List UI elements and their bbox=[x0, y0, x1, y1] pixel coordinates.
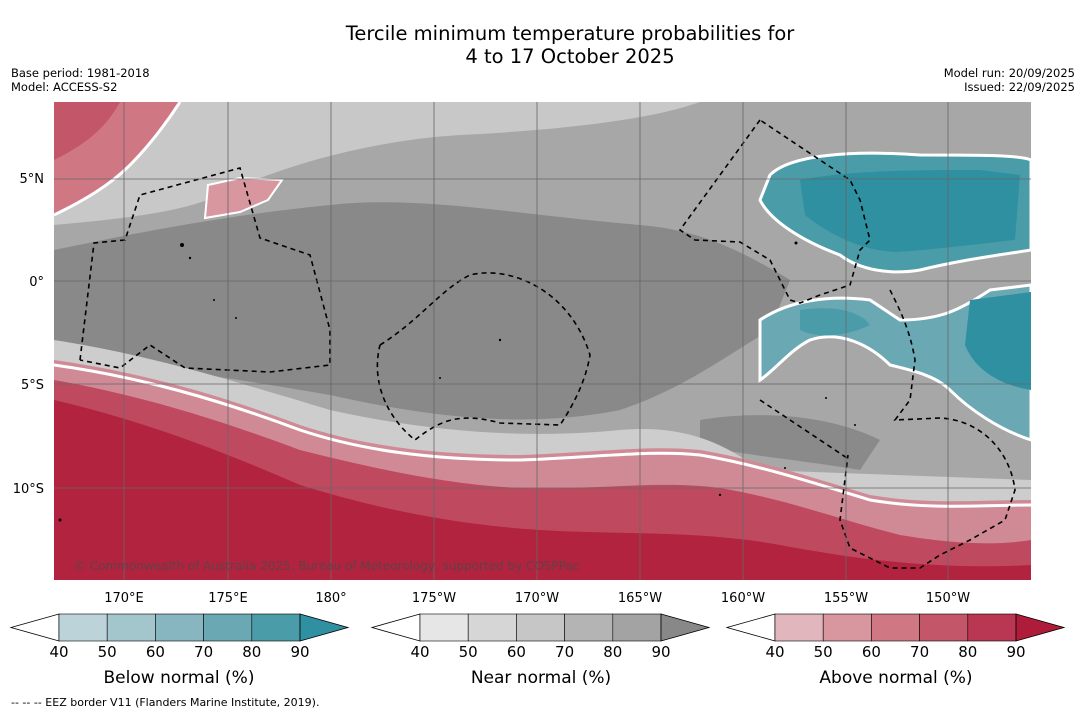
lon-label-165w: 165°W bbox=[618, 591, 662, 606]
near-tick-50: 50 bbox=[459, 643, 478, 661]
lon-label-175e: 175°E bbox=[208, 591, 248, 606]
near-swatch-1 bbox=[467, 613, 517, 642]
lat-labels: 5°N 0° 5°S 10°S bbox=[13, 172, 44, 497]
lat-label-0: 0° bbox=[29, 275, 44, 290]
above-tick-80: 80 bbox=[958, 643, 977, 661]
near-tick-80: 80 bbox=[603, 643, 622, 661]
near-extend-low bbox=[370, 613, 421, 642]
below-swatch-4 bbox=[251, 613, 301, 642]
lon-label-160w: 160°W bbox=[721, 591, 765, 606]
meta-right: Model run: 20/09/2025 Issued: 22/09/2025 bbox=[944, 66, 1075, 94]
above-swatch-2 bbox=[871, 613, 920, 642]
below-swatch-1 bbox=[106, 613, 156, 642]
title-line-2: 4 to 17 October 2025 bbox=[465, 45, 675, 68]
below-tick-40: 40 bbox=[49, 643, 68, 661]
colorbar-above-caption: Above normal (%) bbox=[819, 668, 973, 688]
near-swatch-3 bbox=[564, 613, 614, 642]
model-name: Model: ACCESS-S2 bbox=[11, 80, 118, 94]
colorbar-above-normal: 40 50 60 70 80 90 bbox=[725, 613, 1066, 661]
below-tick-60: 60 bbox=[146, 643, 165, 661]
below-tick-70: 70 bbox=[194, 643, 213, 661]
below-extend-low bbox=[9, 613, 60, 642]
below-tick-90: 90 bbox=[290, 643, 309, 661]
below-swatch-2 bbox=[155, 613, 204, 642]
meta-left: Base period: 1981-2018 Model: ACCESS-S2 bbox=[11, 66, 150, 94]
above-extend-low bbox=[725, 613, 776, 642]
above-tick-90: 90 bbox=[1006, 643, 1025, 661]
copyright-text: © Commonwealth of Australia 2025, Bureau… bbox=[74, 559, 579, 573]
above-tick-40: 40 bbox=[765, 643, 784, 661]
below-swatch-0 bbox=[58, 613, 108, 642]
near-tick-60: 60 bbox=[507, 643, 526, 661]
near-extend-high bbox=[660, 613, 711, 642]
near-tick-70: 70 bbox=[555, 643, 574, 661]
graticule bbox=[54, 102, 1031, 580]
near-swatch-4 bbox=[612, 613, 662, 642]
colorbar-below-caption: Below normal (%) bbox=[103, 668, 255, 688]
base-period: Base period: 1981-2018 bbox=[11, 66, 150, 80]
above-normal-northwest-core bbox=[54, 102, 120, 160]
near-normal-core bbox=[54, 202, 790, 420]
above-normal-south-edge bbox=[54, 363, 1031, 508]
below-extend-high bbox=[299, 613, 350, 642]
lat-label-5n: 5°N bbox=[20, 172, 45, 187]
lat-label-10s: 10°S bbox=[13, 482, 44, 497]
above-normal-patch bbox=[203, 176, 284, 220]
lon-label-170w: 170°W bbox=[515, 591, 559, 606]
above-swatch-4 bbox=[967, 613, 1017, 642]
above-swatch-0 bbox=[774, 613, 824, 642]
lon-label-155w: 155°W bbox=[824, 591, 868, 606]
islands bbox=[58, 241, 856, 522]
above-tick-70: 70 bbox=[910, 643, 929, 661]
below-normal-east-patch bbox=[800, 308, 870, 336]
above-swatch-3 bbox=[919, 613, 969, 642]
above-tick-60: 60 bbox=[862, 643, 881, 661]
near-tick-90: 90 bbox=[651, 643, 670, 661]
lon-labels: 170°E 175°E 180° 175°W 170°W 165°W 160°W… bbox=[104, 591, 970, 606]
above-normal-south-80 bbox=[54, 400, 1031, 580]
lon-label-150w: 150°W bbox=[926, 591, 970, 606]
lon-label-180: 180° bbox=[315, 591, 346, 606]
probability-map: © Commonwealth of Australia 2025, Bureau… bbox=[54, 102, 1031, 580]
above-swatch-1 bbox=[822, 613, 872, 642]
near-swatch-0 bbox=[419, 613, 469, 642]
eez-borders bbox=[79, 119, 1016, 569]
near-swatch-2 bbox=[516, 613, 565, 642]
lon-label-175w: 175°W bbox=[412, 591, 456, 606]
below-normal-east-core bbox=[965, 292, 1031, 390]
lat-label-5s: 5°S bbox=[21, 378, 44, 393]
above-extend-high bbox=[1015, 613, 1066, 642]
map-title: Tercile minimum temperature probabilitie… bbox=[0, 22, 1085, 68]
eez-footnote: -- -- -- EEZ border V11 (Flanders Marine… bbox=[11, 696, 320, 709]
colorbar-near-normal: 40 50 60 70 80 90 bbox=[370, 613, 711, 661]
model-run: Model run: 20/09/2025 bbox=[943, 66, 1075, 80]
near-tick-40: 40 bbox=[410, 643, 429, 661]
above-normal-northwest-edge bbox=[54, 102, 182, 217]
colorbar-below-normal: 40 50 60 70 80 90 bbox=[9, 613, 350, 661]
colorbar-near-caption: Near normal (%) bbox=[470, 668, 612, 688]
above-tick-50: 50 bbox=[814, 643, 833, 661]
lon-label-170e: 170°E bbox=[104, 591, 144, 606]
title-line-1: Tercile minimum temperature probabilitie… bbox=[345, 22, 795, 45]
below-tick-80: 80 bbox=[242, 643, 261, 661]
below-tick-50: 50 bbox=[98, 643, 117, 661]
below-swatch-3 bbox=[203, 613, 253, 642]
issued-date: Issued: 22/09/2025 bbox=[964, 80, 1075, 94]
near-normal-patch bbox=[700, 415, 880, 470]
